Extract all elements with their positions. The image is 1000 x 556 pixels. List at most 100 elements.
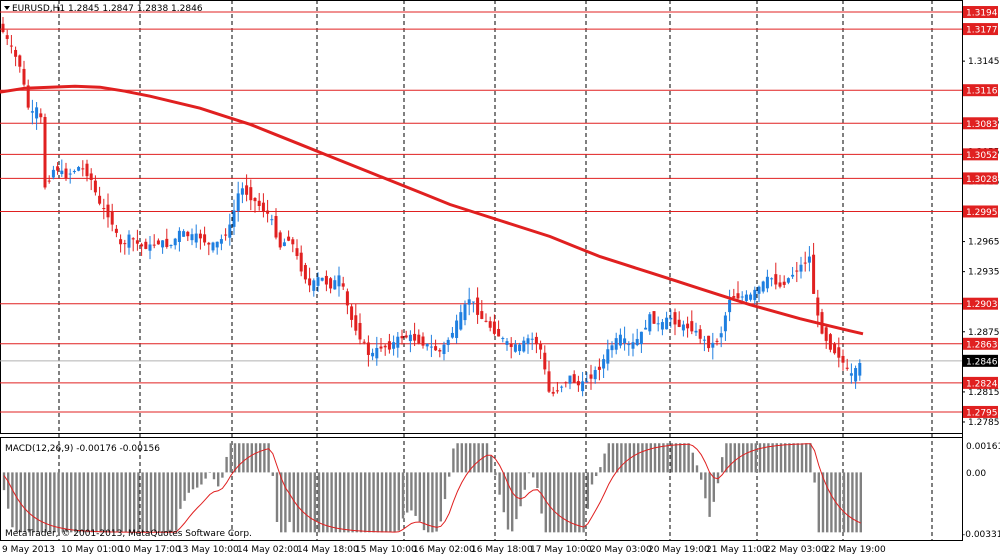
macd-bar: [82, 472, 85, 533]
candle-body: [135, 240, 139, 244]
candle-body: [320, 277, 324, 281]
macd-bar: [830, 472, 833, 533]
candle-body: [303, 265, 307, 280]
candle-body: [463, 304, 467, 321]
candle-body: [665, 317, 669, 330]
candle-body: [635, 338, 639, 346]
candle-body: [442, 344, 446, 355]
macd-bar: [754, 443, 757, 473]
macd-bar: [107, 472, 111, 533]
candle-body: [807, 256, 811, 263]
macd-bar: [208, 472, 211, 473]
macd-bar: [582, 472, 585, 533]
candle-body: [719, 333, 723, 338]
candle-body: [698, 329, 702, 339]
candle-body: [261, 202, 265, 212]
macd-signal-line: [3, 443, 862, 533]
price-panel[interactable]: [0, 0, 963, 434]
macd-bar: [166, 472, 169, 533]
macd-bar: [338, 472, 342, 533]
macd-bar: [280, 472, 283, 533]
candle-body: [547, 371, 551, 392]
candle-body: [60, 170, 64, 175]
candle-body: [287, 236, 291, 241]
candle-body: [127, 234, 131, 248]
candle-body: [555, 390, 559, 392]
candle-body: [324, 275, 328, 285]
candle-body: [501, 338, 505, 340]
macd-bar: [401, 472, 405, 519]
candle-body: [585, 381, 589, 383]
macd-bar: [670, 443, 673, 473]
copyright-text: MetaTrader, © 2001-2013, MetaQuotes Soft…: [5, 529, 252, 539]
macd-bar: [372, 472, 375, 533]
candle-body: [240, 188, 244, 195]
macd-bar: [607, 443, 610, 473]
macd-bar: [317, 472, 321, 533]
candle-body: [14, 49, 18, 57]
macd-bar: [2, 472, 6, 491]
macd-bar: [364, 472, 367, 533]
macd-bar: [191, 472, 195, 490]
macd-bar: [162, 472, 165, 533]
macd-bar: [61, 472, 64, 533]
candle-body: [518, 344, 522, 352]
price-level-label: 1.2903: [966, 300, 998, 310]
candle-body: [47, 180, 51, 182]
candle-body: [526, 338, 530, 345]
candle-body: [711, 342, 715, 348]
price-level-tag: [963, 405, 998, 418]
candle-body: [392, 342, 396, 349]
macd-bar: [771, 443, 774, 473]
candle-body: [211, 242, 215, 251]
macd-bar: [385, 472, 388, 533]
candle-body: [564, 382, 568, 384]
macd-bar: [49, 472, 52, 533]
price-level-lines: [0, 11, 962, 413]
macd-bar: [284, 472, 287, 533]
candle-body: [81, 168, 85, 170]
price-level-tag: [963, 337, 998, 350]
x-axis-label: 16 May 18:00: [471, 545, 533, 555]
macd-bar: [653, 443, 657, 473]
macd-bar: [439, 472, 442, 522]
candle-body: [219, 239, 223, 244]
candle-body: [308, 278, 312, 286]
macd-bar: [418, 472, 421, 522]
macd-bar: [721, 457, 724, 473]
macd-bar: [11, 472, 14, 528]
candle-body: [194, 233, 198, 243]
macd-bar: [137, 472, 140, 533]
candle-body: [51, 169, 55, 178]
macd-bar: [565, 472, 568, 533]
x-axis-label: 15 May 10:00: [355, 545, 417, 555]
candle-body: [845, 367, 849, 369]
macd-bar: [175, 472, 178, 531]
candle-body: [707, 335, 711, 349]
macd-bar: [637, 443, 640, 473]
macd-bar: [758, 443, 762, 473]
candle-body: [505, 341, 509, 345]
x-axis-label: 10 May 01:00: [61, 545, 123, 555]
macd-bar: [36, 472, 39, 533]
triangle-down-icon[interactable]: [4, 6, 10, 10]
macd-bar: [15, 472, 18, 533]
macd-bar: [120, 472, 123, 533]
x-axis-label: 10 May 17:00: [119, 545, 181, 555]
candle-body: [148, 244, 152, 251]
macd-bar: [359, 472, 363, 533]
macd-bar: [351, 472, 354, 533]
x-axis-label: 13 May 10:00: [177, 545, 239, 555]
macd-bar: [309, 472, 312, 533]
candle-body: [131, 238, 135, 240]
macd-bar: [494, 472, 497, 476]
candlesticks: [1, 17, 862, 397]
candle-body: [114, 228, 118, 233]
macd-bar: [586, 472, 589, 509]
macd-bar: [674, 443, 678, 473]
candle-body: [106, 204, 110, 218]
candle-body: [765, 276, 769, 289]
macd-bar: [116, 472, 119, 533]
candle-body: [593, 370, 597, 380]
